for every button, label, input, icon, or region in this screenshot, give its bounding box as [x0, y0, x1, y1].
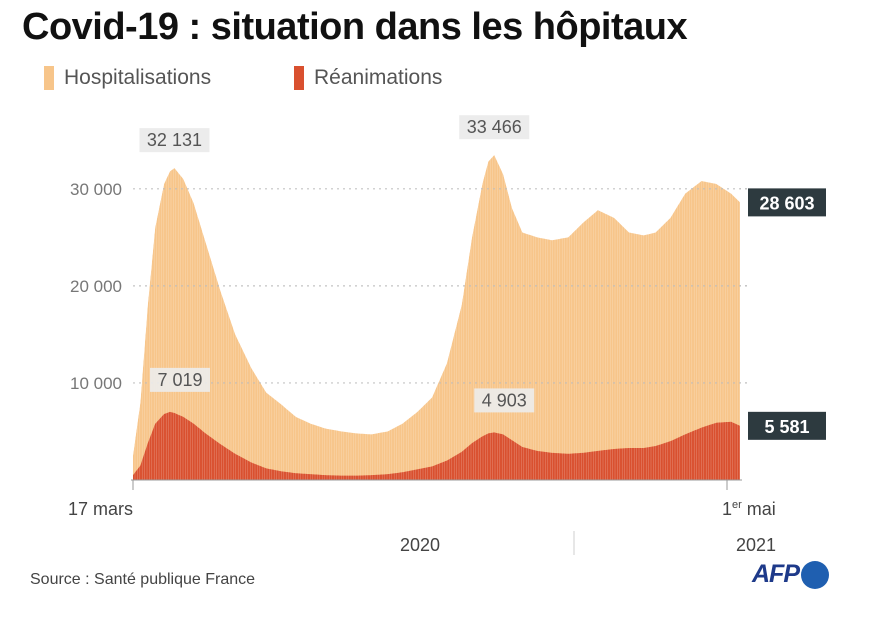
- end-label-box-5: [748, 411, 826, 440]
- chart-title: Covid-19 : situation dans les hôpitaux: [22, 6, 688, 48]
- peak-label-box-2: [150, 367, 211, 392]
- end-label-4: 28 603: [759, 193, 814, 213]
- legend-swatch-reanimations: [294, 66, 304, 90]
- peak-label-2: 7 019: [157, 370, 202, 390]
- y-tick-label-2: 30 000: [70, 180, 122, 199]
- legend-swatch-hospitalisations: [44, 66, 54, 90]
- y-tick-label-1: 20 000: [70, 277, 122, 296]
- legend-item-reanimations: Réanimations: [294, 66, 442, 90]
- area-hospitalisations: [133, 155, 740, 480]
- end-label-5: 5 581: [764, 417, 809, 437]
- peak-label-1: 33 466: [467, 117, 522, 137]
- afp-logo-dot-icon: [801, 560, 829, 589]
- peak-label-box-3: [474, 388, 535, 413]
- peak-label-0: 32 131: [147, 130, 202, 150]
- peak-label-box-0: [139, 128, 210, 153]
- x-label-start: 17 mars: [68, 499, 133, 519]
- y-tick-label-0: 10 000: [70, 374, 122, 393]
- legend-item-hospitalisations: Hospitalisations: [44, 66, 211, 90]
- area-top-mask: [133, 138, 740, 456]
- source-note: Source : Santé publique France: [30, 571, 256, 588]
- peak-label-3: 4 903: [482, 390, 527, 410]
- afp-logo-text: AFP: [752, 560, 800, 588]
- peak-label-box-1: [459, 115, 530, 140]
- x-label-end: 1er mai: [722, 499, 776, 519]
- legend-label-hospitalisations: Hospitalisations: [64, 66, 212, 89]
- area-reanimations: [133, 411, 740, 480]
- legend-label-reanimations: Réanimations: [314, 66, 443, 89]
- end-label-box-4: [748, 188, 826, 217]
- afp-logo: AFP: [752, 560, 829, 589]
- year-label-2020: 2020: [400, 535, 440, 555]
- year-label-2021: 2021: [736, 535, 776, 555]
